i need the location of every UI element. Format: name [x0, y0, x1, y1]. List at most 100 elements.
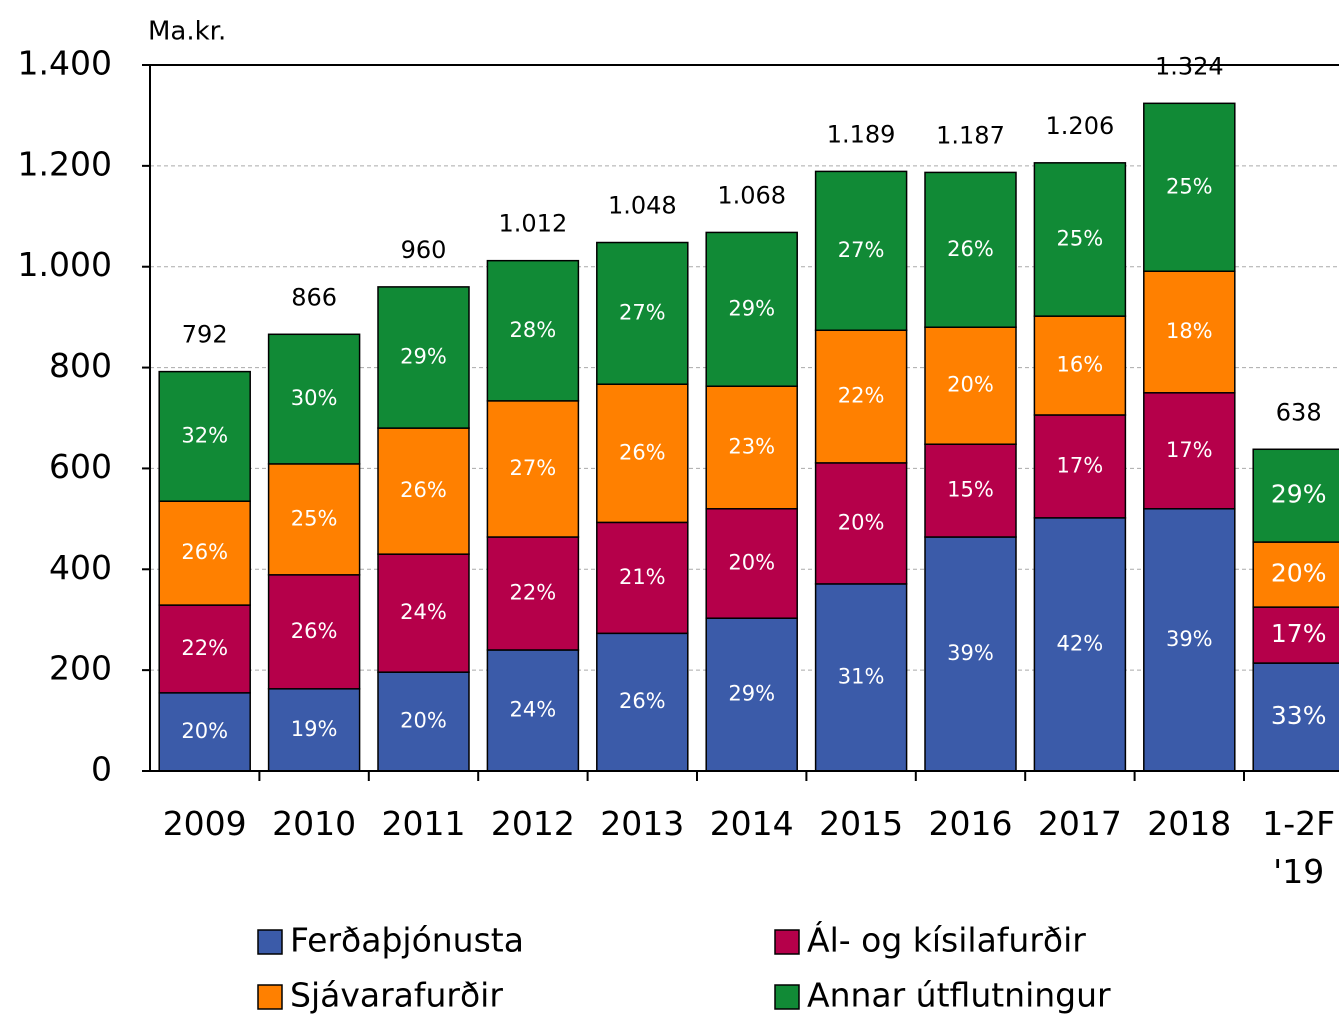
- segment-label: 26%: [400, 478, 447, 502]
- x-tick-label: 2009: [162, 804, 247, 843]
- segment-label: 25%: [1166, 174, 1213, 198]
- bar-segment: [814, 170, 908, 332]
- bar-segment: [596, 241, 689, 385]
- segment-label: 20%: [838, 510, 885, 534]
- segment-label: 15%: [947, 478, 994, 502]
- y-tick-label: 1.200: [18, 144, 112, 183]
- x-tick-label: 2010: [272, 804, 357, 843]
- bar-segment: [924, 171, 1017, 328]
- segment-label: 24%: [510, 697, 557, 721]
- segment-label: 26%: [947, 237, 994, 261]
- segment-label: 29%: [728, 682, 775, 706]
- bar-segment: [486, 259, 580, 402]
- segment-label: 21%: [619, 565, 666, 589]
- y-tick-label: 200: [49, 649, 112, 688]
- segment-label: 20%: [400, 709, 447, 733]
- segment-label: 22%: [181, 636, 228, 660]
- segment-label: 20%: [1271, 559, 1327, 588]
- segment-label: 32%: [181, 423, 228, 447]
- total-label: 960: [401, 236, 447, 264]
- bar-segment: [1033, 414, 1127, 519]
- segment-label: 17%: [1271, 619, 1327, 648]
- y-axis-label: Ma.kr.: [148, 17, 226, 47]
- legend-swatch: [774, 984, 800, 1010]
- bar-segment: [1252, 541, 1339, 608]
- bar-segment: [486, 649, 580, 772]
- bar-segment: [267, 574, 361, 690]
- legend-label: Ferðaþjónusta: [290, 921, 524, 960]
- bar-segment: [924, 443, 1017, 538]
- y-tick-label: 400: [49, 548, 112, 587]
- y-tick-label: 1.000: [18, 245, 112, 284]
- bar-segment: [1143, 102, 1236, 273]
- segment-label: 27%: [838, 238, 885, 262]
- segment-label: 29%: [728, 296, 775, 320]
- total-label: 638: [1276, 398, 1322, 426]
- segment-label: 39%: [947, 641, 994, 665]
- bar-segment: [158, 500, 251, 606]
- segment-label: 16%: [1057, 353, 1104, 377]
- total-label: 1.206: [1046, 112, 1115, 140]
- bar-segment: [924, 326, 1017, 445]
- y-tick-label: 800: [49, 346, 112, 385]
- bar-segment: [705, 508, 798, 619]
- x-tick-label: 2015: [819, 804, 904, 843]
- y-tick-label: 0: [91, 750, 112, 789]
- segment-label: 39%: [1166, 627, 1213, 651]
- y-tick-label: 600: [49, 447, 112, 486]
- segment-label: 17%: [1166, 438, 1213, 462]
- total-label: 1.189: [827, 120, 896, 148]
- segment-label: 26%: [619, 440, 666, 464]
- x-tick-label: 2017: [1037, 804, 1122, 843]
- x-tick-label: 2018: [1147, 804, 1232, 843]
- bar-segment: [158, 370, 251, 502]
- segment-label: 20%: [947, 373, 994, 397]
- segment-label: 20%: [728, 550, 775, 574]
- bar-segment: [158, 692, 251, 772]
- bar-segment: [814, 329, 908, 464]
- segment-label: 33%: [1271, 701, 1327, 730]
- legend-swatch: [774, 929, 800, 955]
- legend-swatch: [257, 929, 283, 955]
- bar-segment: [814, 462, 908, 585]
- segment-label: 28%: [510, 318, 557, 342]
- segment-label: 29%: [1271, 480, 1327, 509]
- segment-label: 26%: [291, 619, 338, 643]
- bar-segment: [1033, 315, 1127, 416]
- bar-segment: [377, 671, 470, 772]
- segment-label: 24%: [400, 600, 447, 624]
- legend-label: Ál- og kísilafurðir: [807, 920, 1086, 960]
- bar-segment: [1143, 270, 1236, 394]
- y-tick-label: 1.400: [18, 44, 112, 83]
- bar-segment: [1143, 392, 1236, 510]
- segment-label: 25%: [291, 506, 338, 530]
- segment-label: 26%: [619, 689, 666, 713]
- x-tick-label: 2012: [490, 804, 575, 843]
- total-label: 866: [291, 283, 337, 311]
- bar-segment: [705, 231, 798, 387]
- segment-label: 29%: [400, 344, 447, 368]
- segment-label: 20%: [181, 719, 228, 743]
- segment-label: 31%: [838, 664, 885, 688]
- total-label: 1.324: [1155, 52, 1224, 80]
- legend-label: Annar útflutningur: [807, 976, 1111, 1015]
- segment-label: 27%: [510, 456, 557, 480]
- bar-segment: [596, 383, 689, 524]
- segment-label: 22%: [510, 580, 557, 604]
- bar-segment: [1252, 448, 1339, 543]
- segment-label: 18%: [1166, 319, 1213, 343]
- bar-segment: [596, 521, 689, 635]
- segment-label: 19%: [291, 717, 338, 741]
- segment-label: 27%: [619, 300, 666, 324]
- bar-segment: [377, 286, 470, 429]
- segment-label: 25%: [1057, 226, 1104, 250]
- bar-segment: [1252, 662, 1339, 772]
- segment-label: 42%: [1057, 631, 1104, 655]
- x-tick-label: 2011: [381, 804, 466, 843]
- legend-swatch: [257, 984, 283, 1010]
- x-tick-label: 1-2F '19: [1262, 804, 1336, 891]
- segment-label: 22%: [838, 384, 885, 408]
- bar-segment: [486, 400, 580, 538]
